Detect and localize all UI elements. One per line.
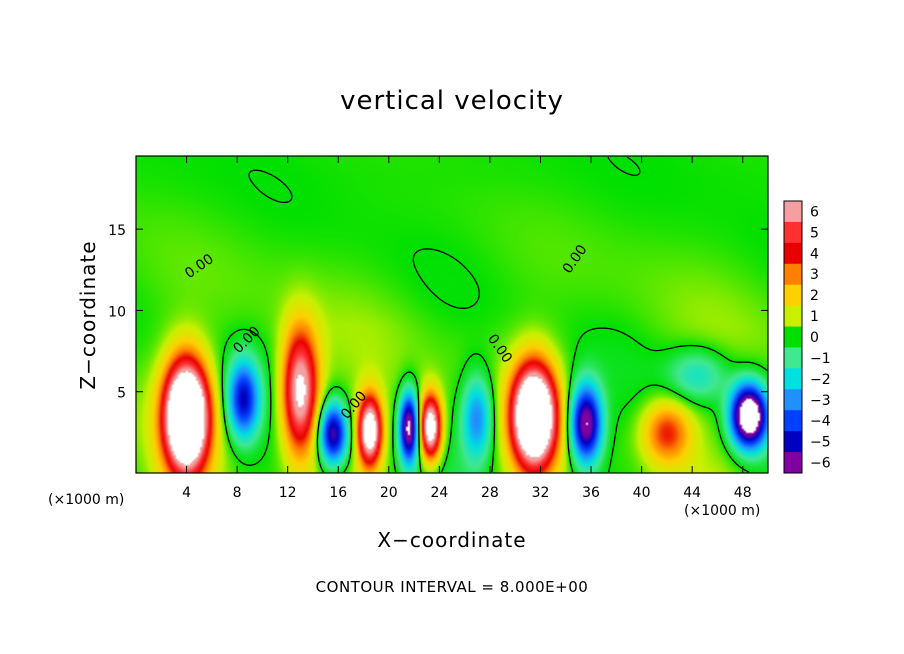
- colorbar-swatch: [784, 326, 802, 348]
- y-axis-label: Z−coordinate: [76, 240, 100, 390]
- x-tick-label: 4: [182, 485, 191, 501]
- colorbar: 6 5 4 3 2 1 0 −1 −2 −3 −4 −5 −6: [783, 200, 831, 474]
- y-tick-label: 5: [117, 386, 126, 402]
- x-tick-label: 20: [380, 485, 398, 501]
- y-tick-label: 15: [108, 223, 126, 239]
- colorbar-swatch: [784, 263, 802, 286]
- colorbar-label: 0: [810, 330, 819, 346]
- colorbar-label: 2: [810, 288, 819, 304]
- colorbar-label: −6: [810, 456, 831, 472]
- colorbar-swatch: [784, 410, 802, 432]
- colorbar-label: −4: [810, 414, 831, 430]
- zero-contours: [221, 156, 768, 473]
- colorbar-swatch: [784, 305, 802, 328]
- chart-title: vertical velocity: [340, 86, 564, 116]
- y-axis-ticks: 5 10 15: [108, 223, 768, 402]
- x-tick-label: 24: [430, 485, 448, 501]
- colorbar-label: 5: [810, 225, 819, 241]
- colorbar-frame: [783, 200, 803, 474]
- colorbar-swatch: [784, 452, 802, 474]
- zero-contour-line: [221, 156, 768, 473]
- contour-interval-note: CONTOUR INTERVAL = 8.000E+00: [315, 578, 589, 596]
- x-tick-label: 32: [532, 485, 550, 501]
- x-axis-ticks: 4 8 12 16 20 24 28 32 36 40 44 48: [182, 156, 752, 501]
- colorbar-label: −1: [810, 351, 831, 367]
- colorbar-label: 1: [810, 309, 819, 325]
- colorbar-label: −2: [810, 372, 831, 388]
- x-axis-label: X−coordinate: [377, 528, 527, 552]
- colorbar-label: −5: [810, 435, 831, 451]
- x-unit-label-left: (×1000 m): [48, 492, 125, 508]
- x-tick-label: 28: [481, 485, 499, 501]
- colorbar-swatch: [784, 431, 802, 453]
- x-tick-label: 12: [279, 485, 297, 501]
- x-tick-label: 16: [329, 485, 347, 501]
- colorbar-label: −3: [810, 393, 831, 409]
- x-tick-label: 8: [233, 485, 242, 501]
- x-unit-label-right: (×1000 m): [684, 503, 761, 519]
- colorbar-swatch: [784, 389, 802, 411]
- colorbar-swatch: [784, 242, 802, 265]
- colorbar-label: 6: [810, 204, 819, 220]
- x-tick-label: 36: [582, 485, 600, 501]
- colorbar-swatch: [784, 284, 802, 307]
- colorbar-label: 3: [810, 267, 819, 283]
- plot-frame: [135, 155, 769, 474]
- colorbar-swatch: [784, 201, 802, 223]
- colorbar-label: 4: [810, 246, 819, 262]
- y-tick-label: 10: [108, 304, 126, 320]
- x-tick-label: 44: [683, 485, 701, 501]
- x-tick-label: 48: [734, 485, 752, 501]
- colorbar-swatch: [784, 221, 802, 244]
- colorbar-swatch: [784, 347, 802, 369]
- colorbar-swatch: [784, 368, 802, 390]
- x-tick-label: 40: [633, 485, 651, 501]
